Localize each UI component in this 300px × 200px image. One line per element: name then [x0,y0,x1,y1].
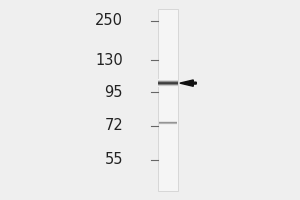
Text: 72: 72 [104,118,123,133]
Text: 250: 250 [95,13,123,28]
Text: 55: 55 [105,152,123,167]
Bar [158,9,178,191]
Text: 130: 130 [95,53,123,68]
FancyArrow shape [180,80,196,86]
Text: 95: 95 [105,85,123,100]
